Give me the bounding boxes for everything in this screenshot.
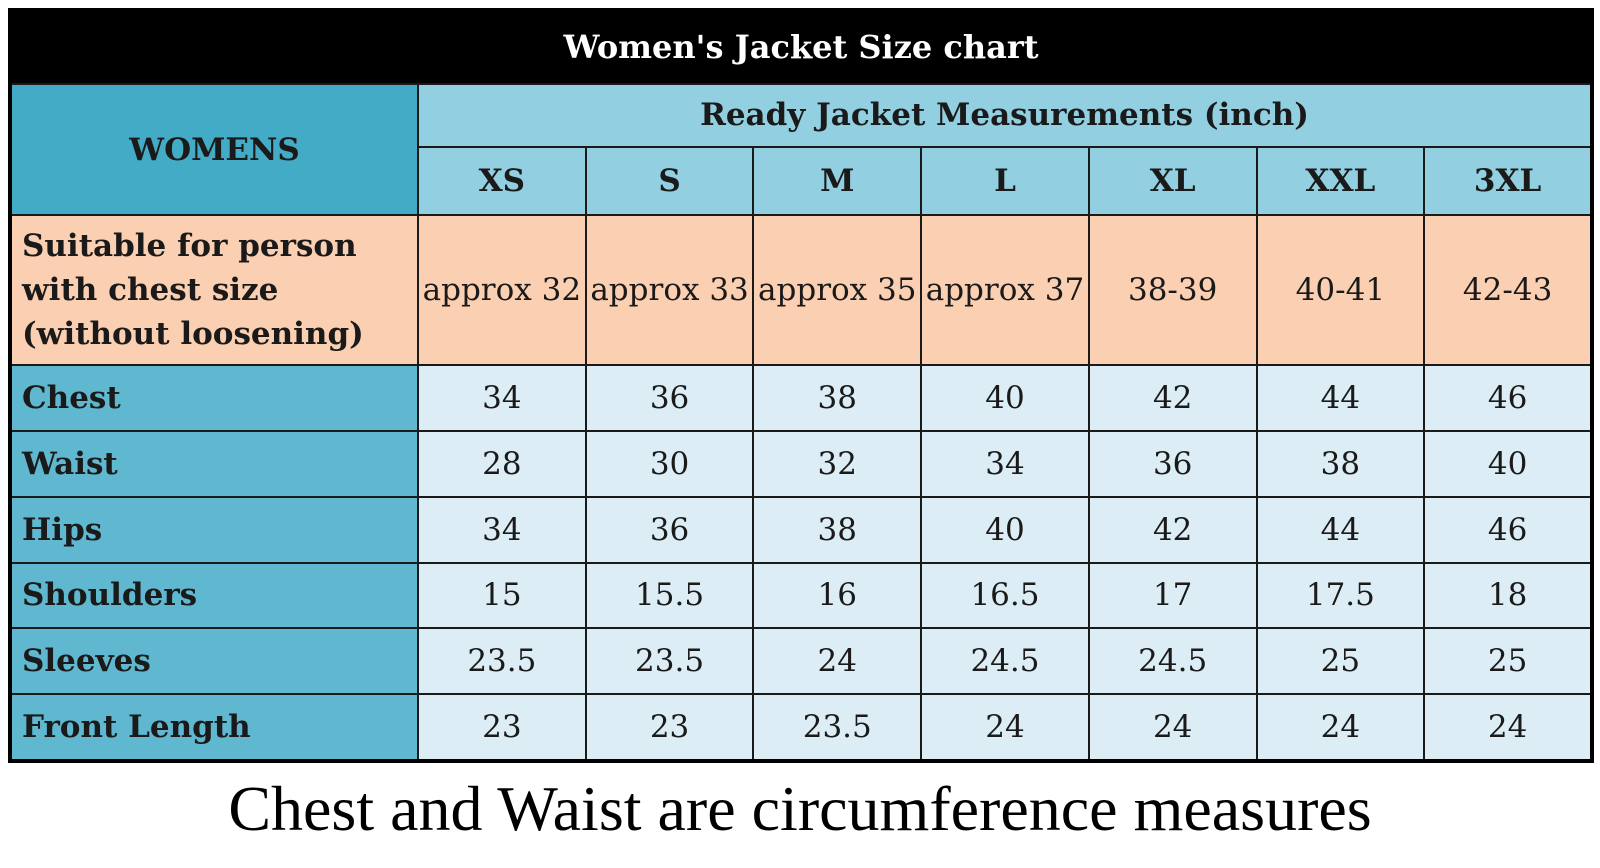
measurement-value: 38 bbox=[752, 364, 923, 433]
measurement-value: 24.5 bbox=[920, 627, 1090, 696]
measurement-value: 42 bbox=[1087, 495, 1258, 564]
measurement-value: 24 bbox=[752, 627, 923, 696]
size-header-xl: XL bbox=[1087, 145, 1258, 217]
measurement-value: 40 bbox=[920, 495, 1090, 564]
suitable-label-line: with chest size bbox=[22, 272, 279, 309]
measurement-value: 23.5 bbox=[752, 693, 923, 762]
measurement-value: 40 bbox=[920, 364, 1090, 433]
measurement-value: 24 bbox=[1423, 693, 1593, 762]
measurement-value: 28 bbox=[417, 430, 587, 498]
measurement-value: 44 bbox=[1255, 495, 1426, 564]
measurement-row: Shoulders 15 15.5 16 16.5 17 17.5 18 bbox=[9, 561, 1593, 630]
measurement-row: Waist 28 30 32 34 36 38 40 bbox=[9, 430, 1593, 498]
suitable-label-line: (without loosening) bbox=[22, 316, 364, 353]
measurement-value: 25 bbox=[1423, 627, 1593, 696]
chart-title: Women's Jacket Size chart bbox=[9, 9, 1593, 85]
measurement-value: 36 bbox=[1087, 430, 1258, 498]
measurement-value: 34 bbox=[920, 430, 1090, 498]
measurement-value: 18 bbox=[1423, 561, 1593, 630]
measurement-value: 46 bbox=[1423, 364, 1593, 433]
suitable-value: 38-39 bbox=[1087, 214, 1258, 367]
size-header-row: XS S M L XL XXL 3XL bbox=[10, 145, 1593, 217]
measurement-value: 16 bbox=[752, 561, 923, 630]
size-header-xxl: XXL bbox=[1255, 145, 1426, 217]
suitable-label-line: Suitable for person bbox=[22, 228, 357, 265]
measurement-value: 24 bbox=[1255, 693, 1426, 762]
size-header-m: M bbox=[752, 145, 923, 217]
footer-caption: Chest and Waist are circumference measur… bbox=[228, 773, 1372, 844]
measurement-row: Sleeves 23.5 23.5 24 24.5 24.5 25 25 bbox=[9, 627, 1593, 696]
measurement-row: Hips 34 36 38 40 42 44 46 bbox=[9, 495, 1593, 564]
measurement-value: 44 bbox=[1255, 364, 1426, 433]
measurement-value: 24.5 bbox=[1087, 627, 1258, 696]
size-header-s: S bbox=[584, 145, 755, 217]
measurement-value: 30 bbox=[584, 430, 755, 498]
suitable-value: approx 35 bbox=[752, 214, 923, 367]
measurement-value: 42 bbox=[1087, 364, 1258, 433]
measurement-rows: Chest 34 36 38 40 42 44 46 Waist 28 30 32 34 36 38 40 Hi… bbox=[9, 364, 1593, 762]
measurement-value: 34 bbox=[417, 495, 587, 564]
measurement-value: 24 bbox=[1087, 693, 1258, 762]
measurement-label: Shoulders bbox=[9, 561, 419, 630]
measurement-value: 32 bbox=[752, 430, 923, 498]
measurement-value: 34 bbox=[417, 364, 587, 433]
measurement-label: Sleeves bbox=[9, 627, 419, 696]
measurement-label: Chest bbox=[9, 364, 419, 433]
size-chart-table: Women's Jacket Size chart WOMENS Ready J… bbox=[8, 8, 1594, 763]
size-header-3xl: 3XL bbox=[1423, 145, 1593, 217]
measurement-value: 46 bbox=[1423, 495, 1593, 564]
measurement-value: 36 bbox=[584, 495, 755, 564]
measurement-label: Waist bbox=[9, 430, 419, 498]
size-header-xs: XS bbox=[417, 145, 587, 217]
measurement-value: 38 bbox=[752, 495, 923, 564]
suitable-value: 40-41 bbox=[1255, 214, 1426, 367]
measurement-row: Chest 34 36 38 40 42 44 46 bbox=[9, 364, 1593, 433]
measurement-label: Hips bbox=[9, 495, 419, 564]
suitable-value: approx 33 bbox=[584, 214, 755, 367]
measurement-value: 16.5 bbox=[920, 561, 1090, 630]
suitable-value: 42-43 bbox=[1423, 214, 1593, 367]
measurement-value: 15 bbox=[417, 561, 587, 630]
measurement-value: 36 bbox=[584, 364, 755, 433]
measurement-value: 23.5 bbox=[417, 627, 587, 696]
measurement-value: 23 bbox=[417, 693, 587, 762]
suitable-label: Suitable for person with chest size (wit… bbox=[9, 214, 419, 367]
suitable-row: Suitable for person with chest size (wit… bbox=[9, 214, 1593, 367]
measurement-value: 17.5 bbox=[1255, 561, 1426, 630]
measurement-value: 25 bbox=[1255, 627, 1426, 696]
measurement-label: Front Length bbox=[9, 693, 419, 762]
measurement-value: 40 bbox=[1423, 430, 1593, 498]
measurement-value: 17 bbox=[1087, 561, 1258, 630]
group-header-row: WOMENS Ready Jacket Measurements (inch) bbox=[9, 82, 1593, 217]
suitable-value: approx 37 bbox=[920, 214, 1090, 367]
measurement-value: 23.5 bbox=[584, 627, 755, 696]
title-row: Women's Jacket Size chart bbox=[9, 9, 1593, 85]
womens-header: WOMENS bbox=[9, 82, 419, 217]
measurement-row: Front Length 23 23 23.5 24 24 24 24 bbox=[9, 693, 1593, 762]
measurement-value: 24 bbox=[920, 693, 1090, 762]
measurement-value: 23 bbox=[584, 693, 755, 762]
measurements-group-header: Ready Jacket Measurements (inch) bbox=[417, 82, 1593, 148]
measurement-value: 15.5 bbox=[584, 561, 755, 630]
suitable-value: approx 32 bbox=[417, 214, 587, 367]
size-header-l: L bbox=[920, 145, 1090, 217]
measurement-value: 38 bbox=[1255, 430, 1426, 498]
